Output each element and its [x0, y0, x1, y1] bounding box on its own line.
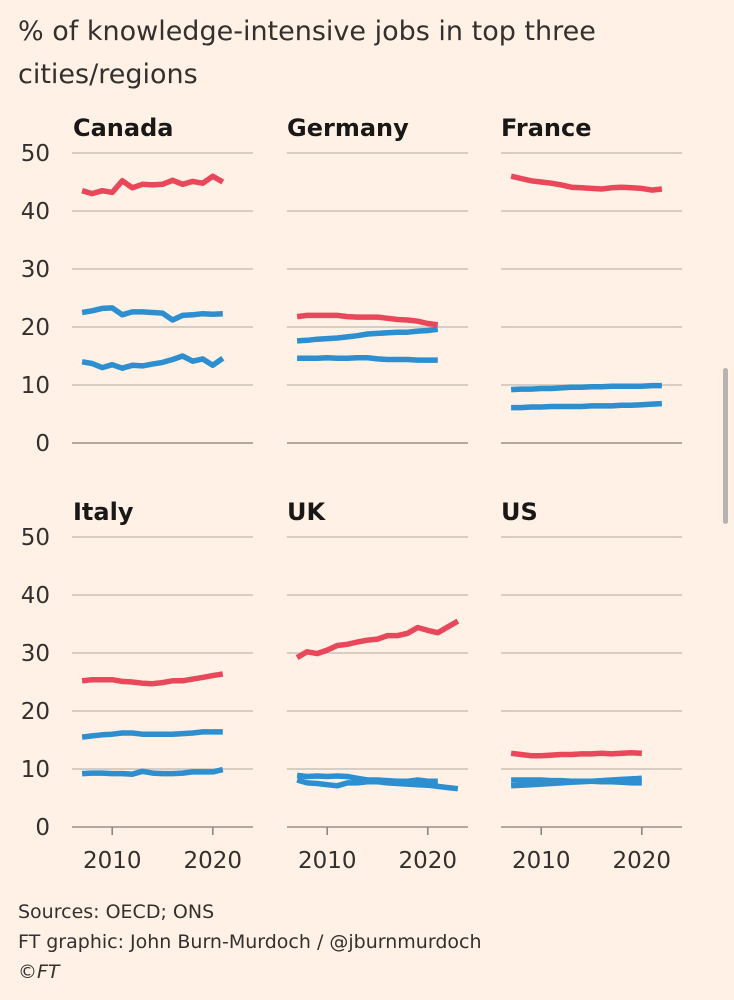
panel-title: Canada	[73, 114, 173, 142]
panel-italy: 0 10 20 30 40 50 2010 2020 Italy	[21, 498, 253, 874]
x-tick-label: 2010	[83, 848, 142, 874]
y-tick-label: 40	[21, 199, 50, 225]
series-line-blue	[81, 729, 223, 740]
copyright-mark: ©FT	[18, 961, 60, 983]
y-tick-label: 0	[35, 431, 50, 457]
y-tick-label: 20	[21, 315, 50, 341]
series-line-red	[296, 312, 439, 328]
panel-canada: 0 10 20 30 40 50 Canada	[21, 114, 253, 457]
series-line-red	[510, 750, 642, 759]
y-tick-label: 0	[35, 815, 50, 841]
x-tick-label: 2020	[613, 848, 672, 874]
small-multiples-chart: 0 10 20 30 40 50 Canada Germany France 0 10 20 30 40 5…	[21, 114, 682, 874]
series-line-red	[81, 173, 225, 197]
series-line-blue	[296, 326, 439, 344]
x-tick-label: 2010	[298, 848, 357, 874]
chart-title: % of knowledge-intensive jobs in top thr…	[18, 16, 596, 90]
panel-title: France	[501, 114, 591, 142]
panel-title: Germany	[287, 114, 409, 142]
panel-title: Italy	[73, 498, 134, 526]
panel-title: US	[501, 498, 538, 526]
series-line-blue	[510, 382, 662, 393]
y-tick-label: 50	[21, 525, 50, 551]
y-tick-label: 50	[21, 141, 50, 167]
series-line-blue	[81, 305, 223, 323]
series-line-blue	[510, 775, 642, 789]
y-tick-label: 30	[21, 257, 50, 283]
series-line-blue	[297, 354, 438, 363]
y-tick-label: 10	[21, 757, 50, 783]
series-line-blue	[81, 353, 225, 371]
series-line-red	[81, 671, 224, 687]
y-tick-label: 20	[21, 699, 50, 725]
graphic-credit: FT graphic: John Burn-Murdoch / @jburnmu…	[18, 931, 482, 953]
panel-france: France	[501, 114, 682, 444]
panel-title: UK	[287, 498, 326, 526]
y-tick-label: 30	[21, 641, 50, 667]
series-line-red	[510, 173, 663, 193]
series-line-blue	[296, 777, 459, 792]
series-line-blue	[81, 766, 224, 777]
sources-note: Sources: OECD; ONS	[18, 901, 215, 923]
scrollbar[interactable]	[723, 368, 728, 524]
y-tick-label: 40	[21, 583, 50, 609]
panel-uk: 2010 2020 UK	[287, 498, 468, 874]
x-tick-label: 2010	[512, 848, 571, 874]
series-line-blue	[511, 400, 663, 411]
y-tick-label: 10	[21, 373, 50, 399]
series-line-red	[295, 618, 460, 660]
panel-us: 2010 2020 US	[501, 498, 682, 874]
x-tick-label: 2020	[184, 848, 243, 874]
footer: Sources: OECD; ONS FT graphic: John Burn…	[18, 897, 482, 987]
panel-germany: Germany	[287, 114, 468, 444]
x-tick-label: 2020	[399, 848, 458, 874]
